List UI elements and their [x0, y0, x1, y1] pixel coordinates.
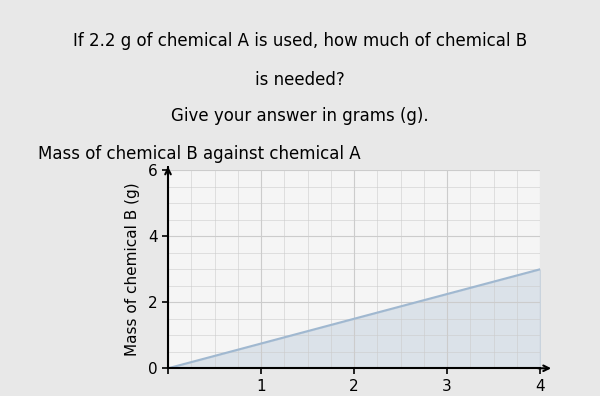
Text: If 2.2 g of chemical A is used, how much of chemical B: If 2.2 g of chemical A is used, how much… — [73, 32, 527, 50]
Text: Give your answer in grams (g).: Give your answer in grams (g). — [171, 107, 429, 125]
Y-axis label: Mass of chemical B (g): Mass of chemical B (g) — [125, 183, 140, 356]
Text: Mass of chemical B against chemical A: Mass of chemical B against chemical A — [38, 145, 361, 163]
Text: is needed?: is needed? — [255, 71, 345, 89]
